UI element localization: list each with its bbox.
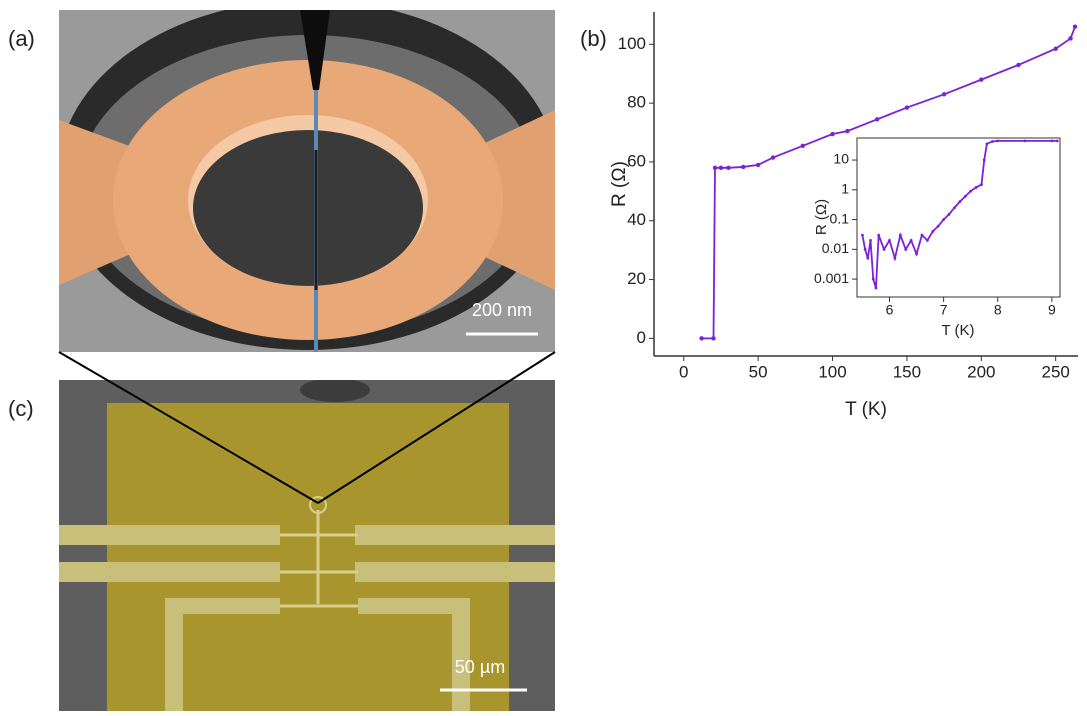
data-point xyxy=(869,239,872,242)
data-point xyxy=(915,253,918,256)
x-tick-label: 6 xyxy=(886,302,894,318)
data-point xyxy=(771,155,775,159)
data-point xyxy=(942,92,946,96)
data-point xyxy=(845,129,849,133)
data-point xyxy=(888,239,891,242)
data-point xyxy=(991,140,994,143)
data-point xyxy=(921,234,924,237)
data-point xyxy=(964,195,967,198)
data-point xyxy=(1073,25,1077,29)
data-point xyxy=(1068,36,1072,40)
data-point xyxy=(1050,139,1053,142)
data-point xyxy=(864,248,867,251)
scale-bar-label: 200 nm xyxy=(472,300,532,320)
y-tick-label: 100 xyxy=(618,34,646,53)
x-tick-label: 100 xyxy=(818,362,846,381)
data-point xyxy=(948,213,951,216)
data-point xyxy=(986,142,989,145)
x-tick-label: 250 xyxy=(1041,362,1069,381)
data-point xyxy=(861,234,864,237)
data-point xyxy=(875,287,878,290)
data-point xyxy=(910,239,913,242)
figure: 200 nm 50 µm (a) (b) (c) 050100150200250… xyxy=(0,0,1087,711)
data-point xyxy=(931,230,934,233)
x-tick-label: 7 xyxy=(940,302,948,318)
data-point xyxy=(899,234,902,237)
data-point xyxy=(953,206,956,209)
x-tick-label: 50 xyxy=(749,362,768,381)
data-point xyxy=(1056,139,1059,142)
data-point xyxy=(1023,139,1026,142)
data-point xyxy=(979,77,983,81)
panel-label: (b) xyxy=(580,26,607,51)
scale-bar-label: 50 µm xyxy=(455,657,505,677)
x-tick-label: 200 xyxy=(967,362,995,381)
data-point xyxy=(996,139,999,142)
data-point xyxy=(969,190,972,193)
x-axis-label: T (K) xyxy=(845,399,887,420)
y-axis-label: R (Ω) xyxy=(813,199,830,235)
data-point xyxy=(926,239,929,242)
data-point xyxy=(699,336,703,340)
y-tick-label: 0.001 xyxy=(814,270,849,286)
y-tick-label: 40 xyxy=(627,210,646,229)
data-point xyxy=(958,200,961,203)
x-axis-label: T (K) xyxy=(941,322,974,339)
sem-image-a: 200 nm xyxy=(58,0,558,352)
data-point xyxy=(866,257,869,260)
sem-image-c: 50 µm xyxy=(59,378,555,711)
panel-label: (c) xyxy=(8,396,34,421)
data-point xyxy=(756,163,760,167)
data-point xyxy=(877,234,880,237)
data-point xyxy=(830,132,834,136)
x-tick-label: 9 xyxy=(1048,302,1056,318)
x-tick-label: 8 xyxy=(994,302,1002,318)
data-point xyxy=(1053,47,1057,51)
data-point xyxy=(872,278,875,281)
y-tick-label: 10 xyxy=(833,151,849,167)
data-point xyxy=(875,117,879,121)
data-point xyxy=(711,336,715,340)
data-point xyxy=(719,166,723,170)
x-tick-label: 0 xyxy=(679,362,688,381)
data-point xyxy=(975,186,978,189)
data-point xyxy=(726,166,730,170)
data-point xyxy=(942,218,945,221)
x-tick-label: 150 xyxy=(893,362,921,381)
data-point xyxy=(1016,63,1020,67)
y-axis-label: R (Ω) xyxy=(609,161,630,207)
panel-label: (a) xyxy=(8,26,35,51)
y-tick-label: 1 xyxy=(841,180,849,196)
data-point xyxy=(937,225,940,228)
data-point xyxy=(741,165,745,169)
y-tick-label: 0.1 xyxy=(830,210,850,226)
data-point xyxy=(983,159,986,162)
data-point xyxy=(904,248,907,251)
y-tick-label: 0.01 xyxy=(822,240,849,256)
data-point xyxy=(980,183,983,186)
data-point xyxy=(883,248,886,251)
data-point xyxy=(713,166,717,170)
inset-frame xyxy=(857,138,1060,297)
data-point xyxy=(893,257,896,260)
y-tick-label: 0 xyxy=(637,328,646,347)
y-tick-label: 80 xyxy=(627,93,646,112)
data-point xyxy=(905,105,909,109)
data-point xyxy=(801,144,805,148)
y-tick-label: 20 xyxy=(627,269,646,288)
